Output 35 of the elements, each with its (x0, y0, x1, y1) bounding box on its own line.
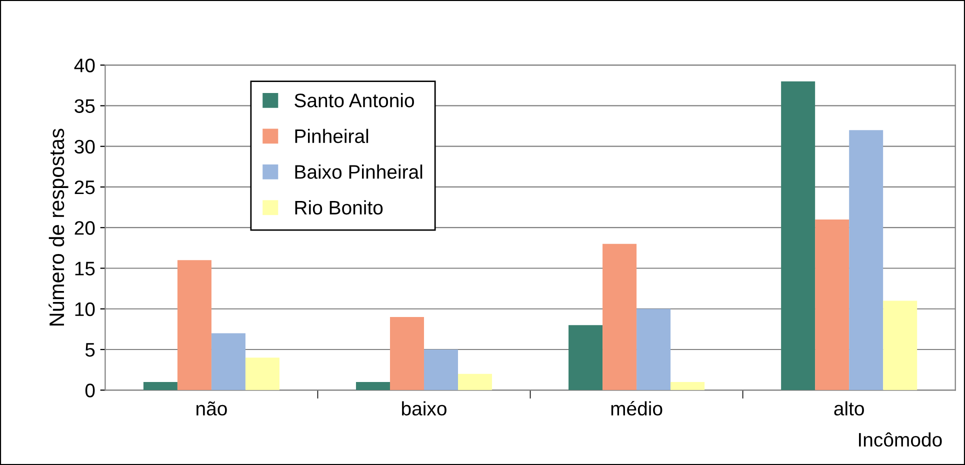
x-tick-label: baixo (402, 401, 446, 416)
y-tick-label: 15 (75, 262, 95, 276)
legend-label: Baixo Pinheiral (295, 164, 422, 179)
bar (568, 325, 603, 390)
bar (356, 382, 390, 390)
x-axis-title: Incômodo (859, 432, 942, 447)
legend-label: Rio Bonito (295, 200, 383, 215)
bar (849, 130, 884, 390)
bar (245, 358, 280, 390)
y-tick-label: 5 (85, 343, 95, 357)
y-tick-label: 35 (74, 99, 95, 113)
bar (883, 300, 918, 390)
y-tick-label: 30 (74, 140, 95, 154)
bar (636, 308, 671, 390)
y-tick-label: 10 (75, 302, 95, 316)
bar (781, 81, 816, 390)
y-tick-label: 20 (74, 221, 95, 235)
x-tick-label: alto (834, 401, 864, 416)
y-tick-label: 0 (85, 384, 95, 398)
y-tick-label: 25 (74, 180, 95, 194)
bar (458, 374, 492, 390)
y-tick-label: 40 (74, 58, 95, 72)
bar (177, 260, 212, 390)
bar (602, 244, 637, 390)
bar (815, 219, 850, 390)
legend-label: Santo Antonio (294, 93, 414, 108)
x-tick-label: médio (611, 401, 662, 416)
bar (424, 350, 458, 390)
y-axis-title: Número de respostas (48, 128, 68, 326)
bar (211, 333, 246, 390)
bar (143, 382, 178, 390)
bar (390, 317, 424, 390)
x-tick-label: não (196, 401, 227, 416)
legend-label: Pinheiral (295, 128, 368, 144)
bar (670, 382, 705, 390)
